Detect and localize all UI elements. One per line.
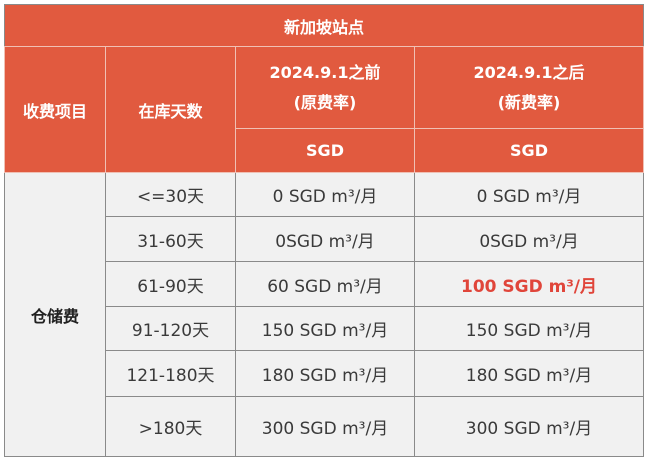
header-new-rate-label: (新费率) [497,92,561,112]
header-old-rate-date: 2024.9.1之前 [269,62,381,82]
days-cell: 31-60天 [105,216,236,262]
category-storage-fee: 仓储费 [4,172,106,457]
old-rate-cell: 300 SGD m³/月 [235,396,415,457]
days-cell: >180天 [105,396,236,457]
table-row: 61-90天 60 SGD m³/月 100 SGD m³/月 [5,261,645,307]
new-rate-cell: 0SGD m³/月 [413,216,645,262]
days-cell: 61-90天 [105,261,236,307]
header-new-currency: SGD [413,128,645,173]
table-row: 121-180天 180 SGD m³/月 180 SGD m³/月 [5,350,645,397]
table-row: 31-60天 0SGD m³/月 0SGD m³/月 [5,216,645,262]
table-row: >180天 300 SGD m³/月 300 SGD m³/月 [5,396,645,457]
table-title: 新加坡站点 [3,4,645,47]
new-rate-cell: 150 SGD m³/月 [413,306,645,351]
old-rate-cell: 150 SGD m³/月 [235,306,415,351]
old-rate-cell: 0 SGD m³/月 [235,172,415,217]
new-rate-cell-highlighted: 100 SGD m³/月 [413,261,645,307]
header-new-rate-date: 2024.9.1之后 [473,62,585,82]
days-cell: 91-120天 [105,306,236,351]
header-old-currency: SGD [235,128,415,173]
new-rate-cell: 0 SGD m³/月 [413,172,645,217]
new-rate-cell: 180 SGD m³/月 [413,350,645,397]
header-storage-days: 在库天数 [105,46,236,173]
table-row: 91-120天 150 SGD m³/月 150 SGD m³/月 [5,306,645,351]
old-rate-cell: 0SGD m³/月 [235,216,415,262]
header-old-rate: 2024.9.1之前 (原费率) [235,46,415,129]
old-rate-cell: 60 SGD m³/月 [235,261,415,307]
days-cell: 121-180天 [105,350,236,397]
header-new-rate: 2024.9.1之后 (新费率) [413,46,645,129]
new-rate-cell: 300 SGD m³/月 [413,396,645,457]
table-row: 仓储费 <=30天 0 SGD m³/月 0 SGD m³/月 [4,172,645,457]
days-cell: <=30天 [105,172,236,217]
storage-fee-table: 新加坡站点 收费项目 在库天数 2024.9.1之前 (原费率) 2024.9.… [3,4,645,457]
header-old-rate-label: (原费率) [293,92,357,112]
header-fee-item: 收费项目 [4,46,106,173]
old-rate-cell: 180 SGD m³/月 [235,350,415,397]
